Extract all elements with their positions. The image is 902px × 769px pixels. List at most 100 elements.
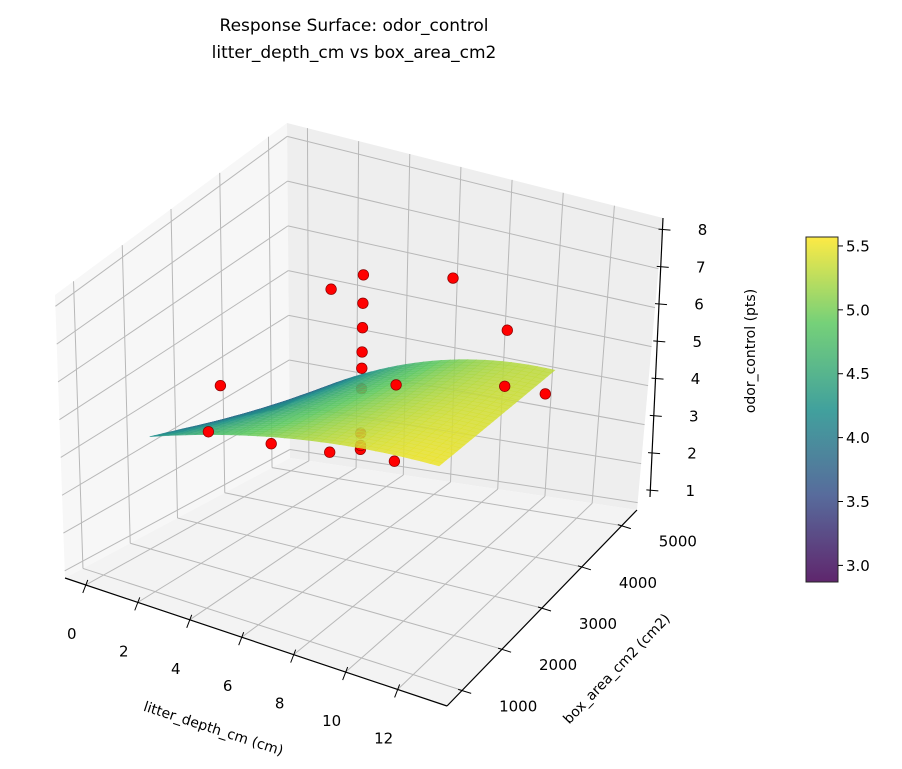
z-tick	[651, 377, 664, 380]
z-tick-label: 7	[696, 258, 706, 276]
x-tick	[290, 649, 297, 663]
colorbar-tick-label: 3.0	[846, 557, 870, 575]
gridline-y	[177, 517, 543, 609]
x-tick	[238, 632, 245, 646]
gridline-z	[287, 180, 659, 270]
x-tick-label: 8	[275, 695, 285, 713]
x-tick	[342, 666, 349, 681]
gridline-x	[591, 205, 615, 504]
z-tick	[658, 228, 671, 231]
z-axis-line	[649, 217, 664, 498]
z-tick	[656, 265, 669, 268]
z-tick	[649, 414, 662, 417]
z-tick-label: 8	[698, 221, 708, 239]
colorbar: 3.0 3.5 4.0 4.5 5.0 5.5	[805, 236, 870, 583]
colorbar-tick-label: 5.0	[846, 301, 870, 319]
data-point	[447, 272, 459, 284]
colorbar-gradient	[805, 236, 839, 583]
gridline-y	[219, 172, 226, 493]
z-tick-label: 5	[692, 333, 702, 351]
surface-facet	[429, 460, 444, 467]
x-tick-label: 0	[67, 625, 77, 643]
data-point	[356, 346, 368, 358]
gridline-y	[130, 542, 503, 650]
chart-subtitle: litter_depth_cm vs box_area_cm2	[212, 43, 497, 63]
z-axis-label: odor_control (pts)	[743, 289, 759, 413]
gridline-z	[61, 359, 290, 496]
data-point	[388, 455, 401, 467]
gridline-z	[57, 225, 289, 383]
gridline-z	[288, 314, 649, 387]
colorbar-tick-label: 3.5	[846, 493, 870, 511]
data-point	[325, 283, 337, 295]
data-point	[356, 322, 369, 334]
y-tick	[577, 565, 592, 571]
gridline-y	[271, 467, 622, 527]
z-tick-label: 4	[691, 370, 701, 388]
y-tick-label: 3000	[579, 615, 617, 633]
y-tick	[497, 647, 512, 653]
gridline-y	[73, 281, 84, 569]
z-tick	[646, 489, 659, 492]
x-tick-label: 6	[223, 677, 233, 695]
gridline-z	[55, 136, 288, 307]
y-tick-label: 2000	[539, 656, 577, 674]
x-tick-label: 4	[171, 660, 181, 678]
z-tick-label: 6	[694, 296, 704, 314]
response-surface	[149, 359, 556, 467]
gridline-y	[121, 245, 131, 544]
gridline-z	[286, 135, 663, 231]
x-tick-label: 2	[119, 642, 129, 660]
z-tick	[654, 303, 668, 306]
x-tick	[134, 597, 141, 611]
x-axis-label: litter_depth_cm (cm)	[141, 699, 285, 759]
colorbar-tick-label: 4.0	[846, 429, 870, 447]
y-tick-label: 4000	[619, 574, 657, 592]
gridline-z	[59, 270, 289, 421]
x-tick	[82, 579, 89, 594]
y-axis-label: box_area_cm2 (cm2)	[561, 611, 674, 727]
colorbar-tick-label: 4.5	[846, 365, 870, 383]
y-tick	[537, 606, 552, 612]
data-point	[214, 379, 227, 392]
data-point	[357, 269, 370, 281]
gridline-z	[288, 270, 652, 348]
gridline-y	[82, 567, 463, 691]
y-tick-label: 5000	[659, 533, 697, 551]
data-point	[324, 446, 336, 458]
x-tick	[394, 684, 401, 698]
gridline-z	[64, 449, 291, 572]
data-point	[265, 438, 277, 450]
y-tick-label: 1000	[499, 697, 537, 715]
colorbar-tick-label: 5.5	[846, 237, 870, 255]
gridline-z	[56, 180, 288, 345]
y-tick	[617, 524, 631, 530]
z-tick-label: 1	[686, 482, 696, 500]
data-point	[202, 426, 215, 438]
gridline-y	[224, 492, 583, 568]
data-point	[390, 379, 402, 391]
x-tick	[186, 614, 193, 628]
data-point	[499, 380, 511, 392]
data-point	[501, 324, 513, 336]
z-tick-label: 2	[687, 445, 697, 463]
chart-title: Response Surface: odor_control	[220, 16, 489, 36]
x-tick-label: 10	[322, 712, 341, 730]
data-point	[539, 388, 551, 400]
scatter-front	[202, 269, 513, 458]
x-axis-line	[64, 577, 448, 707]
x-tick-label: 12	[374, 729, 393, 747]
gridline-z	[289, 449, 638, 504]
data-point	[357, 297, 369, 309]
y-tick	[458, 688, 472, 694]
gridline-x	[544, 192, 564, 497]
data-point	[356, 362, 368, 374]
z-tick-label: 3	[689, 407, 699, 425]
z-tick	[653, 340, 666, 343]
gridline-y	[170, 208, 178, 519]
gridline-z	[60, 314, 289, 458]
floor-pane	[65, 458, 637, 706]
gridline-z	[287, 225, 656, 309]
